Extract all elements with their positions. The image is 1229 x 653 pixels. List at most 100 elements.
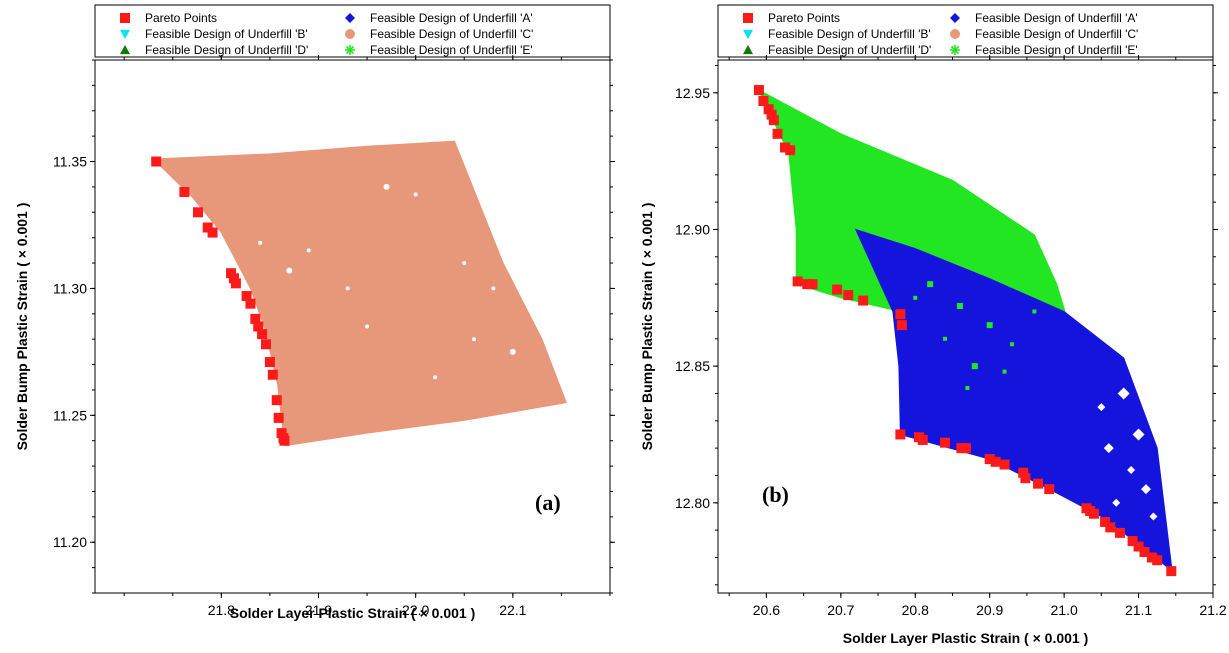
pareto-point xyxy=(895,309,906,320)
overlap-spot xyxy=(1010,342,1015,347)
pareto-point xyxy=(230,278,241,289)
pareto-point xyxy=(241,291,252,302)
pareto-point xyxy=(772,128,783,139)
pareto-point xyxy=(1166,566,1177,577)
pareto-point xyxy=(207,227,218,238)
y-tick-label: 12.90 xyxy=(675,221,710,237)
pareto-point xyxy=(1127,536,1138,547)
legend-marker-asterisk xyxy=(950,45,960,55)
y-tick-label: 11.30 xyxy=(53,280,87,296)
panel-label: (a) xyxy=(535,490,561,515)
x-tick-label: 20.7 xyxy=(827,602,854,618)
pareto-point xyxy=(193,207,203,218)
pareto-point xyxy=(832,284,843,295)
pareto-point xyxy=(245,298,256,309)
feasible-region xyxy=(152,140,567,447)
void-spot xyxy=(345,286,350,291)
y-tick-label: 12.85 xyxy=(675,358,710,374)
pareto-point xyxy=(228,273,239,284)
y-tick-label: 11.35 xyxy=(53,154,87,170)
pareto-point xyxy=(1139,547,1150,557)
legend-marker-diamond xyxy=(345,13,355,23)
legend-label: Feasible Design of Underfill 'A' xyxy=(975,11,1138,25)
x-tick-label: 20.8 xyxy=(902,602,929,618)
pareto-point xyxy=(766,109,777,120)
legend-marker-diamond xyxy=(950,13,960,23)
pareto-point xyxy=(1105,522,1116,533)
pareto-point xyxy=(960,443,971,454)
void-spot xyxy=(286,267,293,274)
legend: Pareto Points Feasible Design of Underfil… xyxy=(717,4,1214,58)
legend-label: Pareto Points xyxy=(145,11,217,25)
y-tick-label: 11.25 xyxy=(53,407,87,423)
legend-label: Feasible Design of Underfill 'B' xyxy=(145,27,308,41)
y-tick-label: 12.95 xyxy=(675,85,710,101)
void-spot xyxy=(1103,443,1114,454)
void-spot xyxy=(433,375,438,380)
overlap-spot xyxy=(986,322,993,329)
y-axis-label: Solder Bump Plastic Strain ( × 0.001 ) xyxy=(639,203,655,451)
pareto-point xyxy=(1146,552,1157,563)
panel-label: (b) xyxy=(762,482,789,507)
legend-label: Pareto Points xyxy=(768,11,840,25)
x-tick-label: 21.1 xyxy=(1125,602,1152,618)
pareto-point xyxy=(250,313,261,324)
x-tick-label: 20.9 xyxy=(976,602,1003,618)
pareto-series xyxy=(151,156,290,446)
pareto-point xyxy=(226,268,237,279)
void-spot xyxy=(509,348,516,355)
void-spot xyxy=(1127,466,1136,474)
pareto-point xyxy=(940,437,951,448)
overlap-spot xyxy=(1032,309,1037,314)
x-tick-label: 22.0 xyxy=(402,602,429,618)
legend-marker-circle xyxy=(345,29,355,39)
pareto-point xyxy=(1088,508,1099,519)
overlap-spot xyxy=(956,303,963,309)
pareto-point xyxy=(785,145,796,156)
void-spot xyxy=(471,337,476,342)
pareto-point xyxy=(1100,516,1111,527)
overlap-spot xyxy=(927,281,934,288)
plot-frame xyxy=(717,59,1214,594)
y-tick-label: 12.80 xyxy=(675,495,710,511)
legend-marker-triangle-down xyxy=(120,29,130,39)
pareto-point xyxy=(267,369,278,380)
void-spot xyxy=(306,248,311,253)
void-spot xyxy=(462,261,467,266)
pareto-point xyxy=(999,459,1010,470)
legend-label: Feasible Design of Underfill 'C' xyxy=(370,27,533,41)
pareto-point xyxy=(276,428,287,439)
legend-label: Feasible Design of Underfill 'C' xyxy=(975,27,1138,41)
pareto-point xyxy=(257,329,268,340)
overlap-spot xyxy=(913,295,918,300)
feasible-regions xyxy=(152,140,567,447)
legend-label: Feasible Design of Underfill 'E' xyxy=(370,43,533,57)
legend-marker-triangle-up xyxy=(120,45,130,55)
feasible-regions xyxy=(757,88,1173,573)
chart-panel-b: Pareto Points Feasible Design of Underfil… xyxy=(639,4,1227,646)
pareto-point xyxy=(763,104,774,115)
legend-label: Feasible Design of Underfill 'D' xyxy=(768,43,931,57)
pareto-point xyxy=(758,96,769,106)
pareto-point xyxy=(768,115,779,126)
void-spot xyxy=(491,286,496,291)
legend-label: Feasible Design of Underfill 'E' xyxy=(975,43,1138,57)
overlap-spot xyxy=(1002,369,1007,374)
pareto-point xyxy=(843,290,854,301)
pareto-point xyxy=(261,339,272,350)
chart-panel-a: Pareto Points Feasible Design of Underfil… xyxy=(14,4,615,621)
x-tick-label: 21.8 xyxy=(208,602,235,618)
x-tick-label: 21.2 xyxy=(1199,602,1226,618)
pareto-point xyxy=(179,186,190,197)
pareto-point xyxy=(984,454,995,465)
pareto-point xyxy=(1018,467,1029,478)
x-tick-label: 22.1 xyxy=(499,602,526,618)
pareto-point xyxy=(1114,527,1125,538)
pareto-point xyxy=(264,357,275,368)
void-spot xyxy=(365,324,370,329)
pareto-point xyxy=(1044,484,1055,495)
legend-label: Feasible Design of Underfill 'A' xyxy=(370,11,533,25)
pareto-point xyxy=(273,412,284,423)
